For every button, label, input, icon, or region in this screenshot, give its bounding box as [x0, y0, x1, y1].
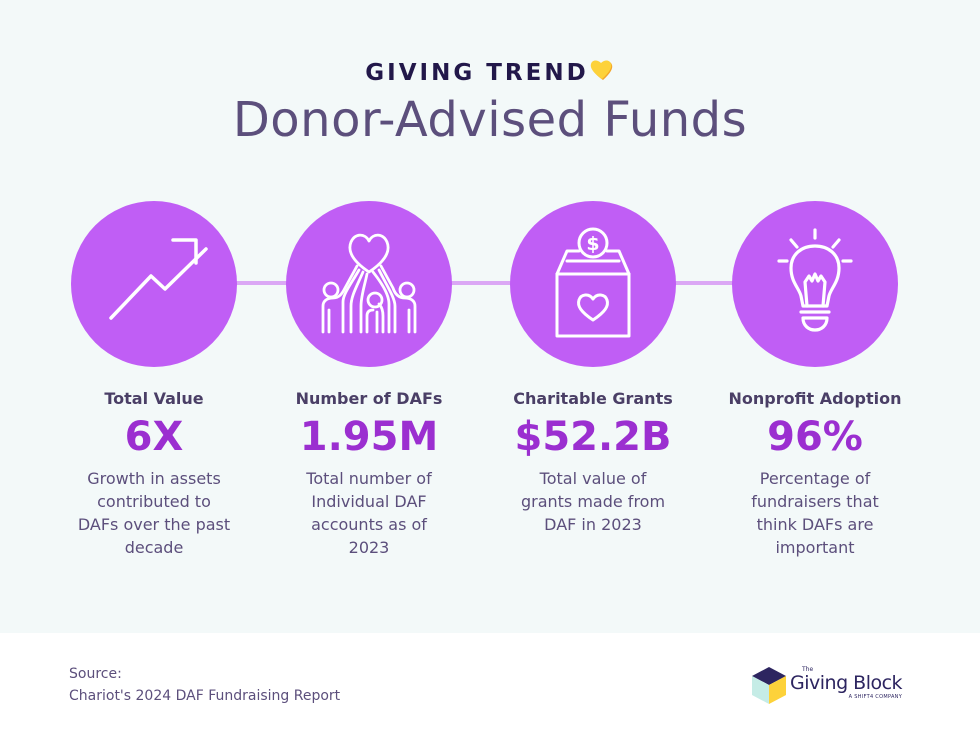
- desc-line: Percentage of: [759, 469, 871, 488]
- stat-total-value: Total Value 6X Growth in assets contribu…: [44, 201, 264, 559]
- desc-line: Growth in assets: [87, 469, 221, 488]
- stat-description: Percentage of fundraisers that think DAF…: [705, 467, 925, 559]
- connector-line: [154, 281, 816, 285]
- lightbulb-icon: [777, 228, 853, 332]
- stat-value: $52.2B: [514, 414, 672, 460]
- stat-charitable-grants: $ Charitable Grants $52.2B Total value o…: [483, 201, 703, 536]
- stat-label: Nonprofit Adoption: [728, 389, 902, 408]
- desc-line: think DAFs are: [756, 515, 874, 534]
- stat-label: Total Value: [104, 389, 204, 408]
- infographic-body: GIVING TREND Donor-Advised Funds Total V…: [0, 58, 980, 559]
- stat-circle: [732, 201, 898, 367]
- desc-line: fundraisers that: [751, 492, 879, 511]
- stat-number-of-dafs: Number of DAFs 1.95M Total number of Ind…: [259, 201, 479, 559]
- logo-name: Giving Block: [790, 671, 903, 694]
- desc-line: accounts as of: [311, 515, 427, 534]
- desc-line: decade: [124, 538, 184, 557]
- stat-label: Charitable Grants: [513, 389, 673, 408]
- page-title: Donor-Advised Funds: [232, 92, 748, 148]
- desc-line: Total value of: [539, 469, 647, 488]
- source-citation: Source: Chariot's 2024 DAF Fundraising R…: [69, 663, 340, 707]
- stat-value: 6X: [124, 414, 184, 460]
- desc-line: contributed to: [97, 492, 211, 511]
- trend-up-arrow-icon: [109, 238, 208, 320]
- stat-description: Growth in assets contributed to DAFs ove…: [44, 467, 264, 559]
- desc-line: DAF in 2023: [544, 515, 642, 534]
- desc-line: 2023: [348, 538, 390, 557]
- desc-line: Individual DAF: [311, 492, 427, 511]
- eyebrow-heading: GIVING TREND: [0, 58, 980, 87]
- logo-tagline: A SHIFT4 COMPANY: [848, 693, 903, 700]
- desc-line: DAFs over the past: [77, 515, 231, 534]
- stat-value: 96%: [767, 414, 863, 460]
- people-raising-heart-icon: [321, 233, 417, 334]
- stat-circle: [71, 201, 237, 367]
- stat-description: Total value of grants made from DAF in 2…: [483, 467, 703, 536]
- desc-line: grants made from: [520, 492, 666, 511]
- donation-box-icon: $: [555, 227, 631, 338]
- desc-line: Total number of: [306, 469, 432, 488]
- cube-logo-icon: [752, 666, 786, 704]
- source-label: Source:: [69, 666, 122, 682]
- eyebrow-text: GIVING TREND: [365, 60, 589, 86]
- svg-text:$: $: [586, 233, 599, 255]
- logo-wordmark: The Giving Block A SHIFT4 COMPANY: [790, 666, 903, 701]
- stat-nonprofit-adoption: Nonprofit Adoption 96% Percentage of fun…: [705, 201, 925, 559]
- stat-label: Number of DAFs: [295, 389, 443, 408]
- stat-value: 1.95M: [299, 414, 439, 460]
- stat-description: Total number of Individual DAF accounts …: [259, 467, 479, 559]
- desc-line: important: [775, 538, 855, 557]
- stat-circle: $: [510, 201, 676, 367]
- stat-circle: [286, 201, 452, 367]
- giving-block-logo: The Giving Block A SHIFT4 COMPANY: [752, 665, 903, 705]
- yellow-heart-icon: [590, 60, 612, 80]
- logo-the: The: [802, 665, 814, 673]
- footer: Source: Chariot's 2024 DAF Fundraising R…: [0, 633, 980, 735]
- source-text: Chariot's 2024 DAF Fundraising Report: [69, 688, 341, 704]
